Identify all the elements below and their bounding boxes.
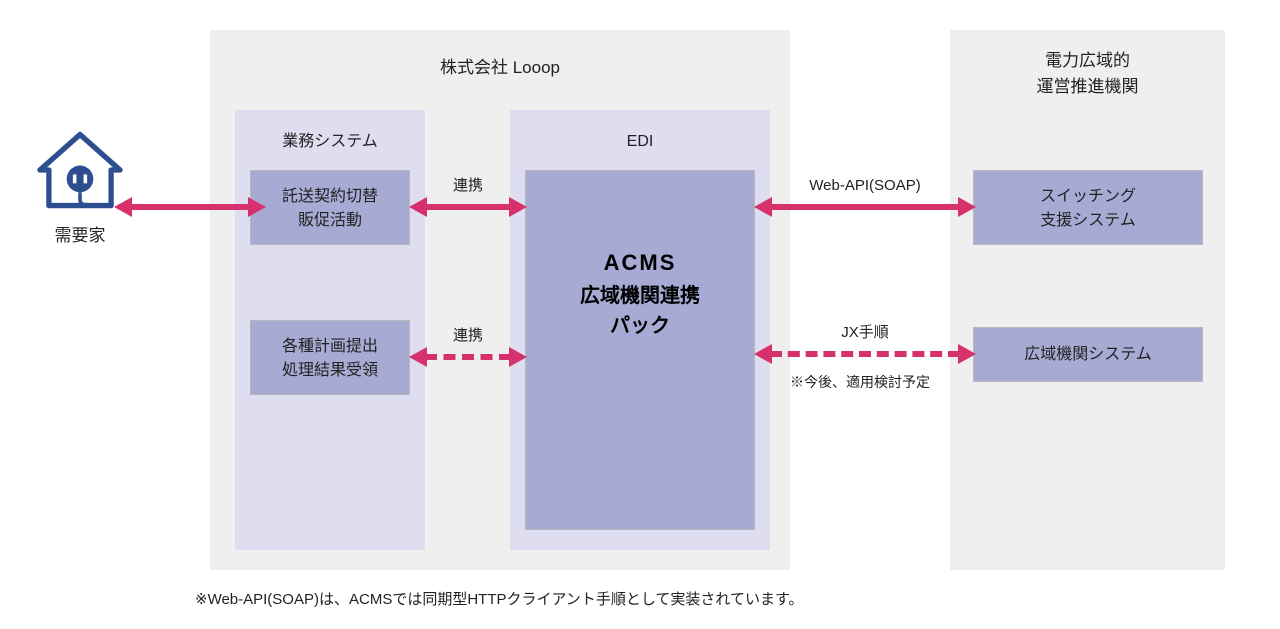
arrow-consumer-head-r [248, 197, 266, 217]
title-right-l1: 電力広域的 [1045, 51, 1130, 70]
footnote: ※Web-API(SOAP)は、ACMSでは同期型HTTPクライアント手順として… [195, 588, 804, 609]
box-right-1-l1: スイッチング [1040, 188, 1136, 205]
title-looop: 株式会社 Looop [210, 55, 790, 81]
box-business-2-l2: 処理結果受領 [282, 362, 378, 379]
label-renkei1: 連携 [430, 175, 506, 198]
arrow-renkei2-head-r [509, 347, 527, 367]
arrow-consumer [130, 204, 250, 210]
arrow-renkei1 [425, 204, 511, 210]
arrow-jx-head-l [754, 344, 772, 364]
label-jx: JX手順 [765, 322, 965, 345]
arrow-webapi [770, 204, 960, 210]
arrow-renkei2-head-l [409, 347, 427, 367]
title-right-l2: 運営推進機関 [1037, 77, 1139, 96]
box-right-2: 広域機関システム [973, 327, 1203, 382]
title-business: 業務システム [235, 130, 425, 154]
arrow-jx-head-r [958, 344, 976, 364]
box-business-1-l1: 託送契約切替 [282, 188, 378, 205]
edi-line1: 広域機関連携 [526, 281, 754, 311]
arrow-webapi-head-r [958, 197, 976, 217]
label-renkei2: 連携 [430, 325, 506, 348]
arrow-consumer-head-l [114, 197, 132, 217]
title-right: 電力広域的 運営推進機関 [950, 48, 1225, 99]
box-edi: ACMS 広域機関連携 パック [525, 170, 755, 530]
edi-line2: パック [526, 311, 754, 341]
title-edi: EDI [510, 130, 770, 154]
box-right-1: スイッチング 支援システム [973, 170, 1203, 245]
arrow-renkei2 [425, 354, 511, 360]
arrow-renkei1-head-l [409, 197, 427, 217]
box-business-1: 託送契約切替 販促活動 [250, 170, 410, 245]
box-right-1-l2: 支援システム [1040, 212, 1136, 229]
arrow-jx [770, 351, 960, 357]
box-business-1-l2: 販促活動 [298, 212, 362, 229]
panel-right [950, 30, 1225, 570]
label-webapi: Web-API(SOAP) [765, 175, 965, 198]
house-icon [35, 130, 125, 210]
box-business-2-l1: 各種計画提出 [282, 338, 378, 355]
consumer-label: 需要家 [30, 223, 130, 249]
diagram-canvas: 株式会社 Looop 業務システム EDI 電力広域的 運営推進機関 託送契約切… [0, 0, 1280, 629]
edi-brand: ACMS [526, 246, 754, 279]
label-jx-note: ※今後、適用検討予定 [790, 372, 930, 392]
box-business-2: 各種計画提出 処理結果受領 [250, 320, 410, 395]
consumer-icon-wrap: 需要家 [30, 130, 130, 249]
arrow-renkei1-head-r [509, 197, 527, 217]
arrow-webapi-head-l [754, 197, 772, 217]
